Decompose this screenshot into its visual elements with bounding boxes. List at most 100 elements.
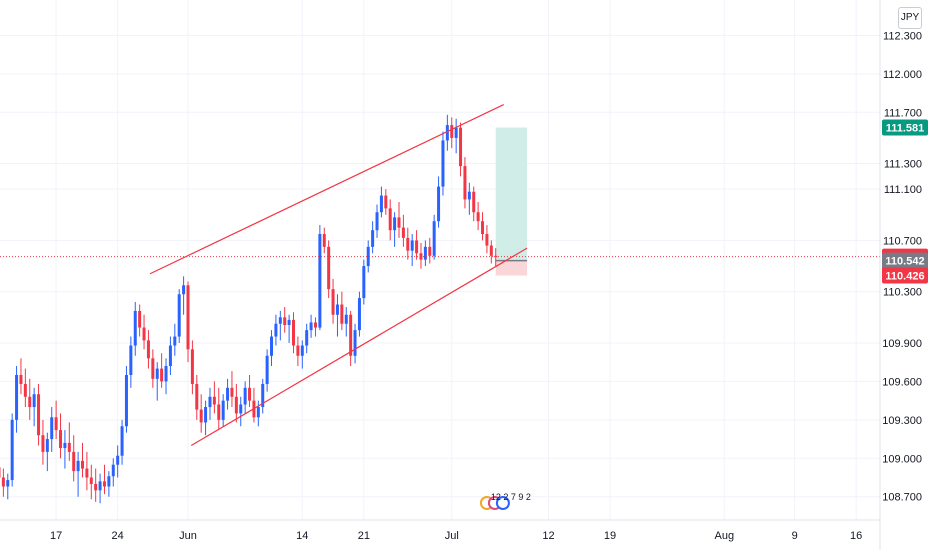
- price-badge-value: 110.542: [885, 256, 924, 268]
- candle: [81, 442, 84, 478]
- candle: [151, 349, 155, 388]
- candle: [1, 468, 5, 497]
- candle: [54, 400, 58, 440]
- time-tick-label: 12: [542, 530, 554, 542]
- candle: [441, 131, 445, 196]
- candle: [160, 353, 164, 388]
- candle: [217, 387, 221, 431]
- candle: [45, 432, 49, 472]
- candle: [190, 340, 194, 395]
- candle: [67, 422, 71, 461]
- candle: [146, 330, 150, 369]
- candle: [349, 310, 353, 367]
- price-tick-label: 109.300: [882, 415, 922, 427]
- candle: [212, 381, 216, 414]
- candle: [85, 451, 89, 491]
- candle: [278, 310, 282, 341]
- price-tick-label: 112.300: [883, 30, 922, 42]
- channel-upper-line[interactable]: [149, 104, 504, 275]
- candle: [133, 301, 137, 356]
- candle: [327, 240, 331, 299]
- candle: [76, 451, 80, 497]
- price-tick-label: 111.100: [884, 184, 922, 196]
- economic-events-markers[interactable]: 12 2 7 9 2: [479, 492, 531, 510]
- candle: [357, 291, 361, 337]
- candle: [428, 237, 432, 264]
- candle: [463, 157, 467, 209]
- candle: [248, 374, 252, 408]
- candle: [300, 340, 304, 369]
- candle: [305, 323, 309, 354]
- price-tick-label: 111.700: [884, 107, 922, 119]
- candle: [292, 312, 295, 354]
- price-tick-label: 109.900: [882, 338, 922, 350]
- currency-unit-button[interactable]: JPY: [898, 7, 922, 29]
- candle: [89, 464, 93, 500]
- event-flag-icon[interactable]: [495, 496, 510, 510]
- candle: [252, 387, 256, 423]
- candle: [397, 201, 401, 238]
- candle: [274, 314, 278, 346]
- long-position-tool[interactable]: [495, 127, 528, 276]
- price-badge: 110.426: [882, 267, 928, 284]
- candle: [234, 383, 238, 423]
- candle: [459, 122, 463, 177]
- candle: [124, 366, 128, 433]
- price-tick-label: 109.600: [882, 376, 922, 388]
- candle: [265, 349, 269, 392]
- grid: [0, 0, 880, 520]
- price-badge: 111.581: [882, 119, 928, 136]
- candle: [415, 230, 419, 260]
- price-tick-label: 110.700: [883, 235, 922, 247]
- candle: [344, 307, 348, 337]
- candle: [375, 204, 379, 238]
- price-badge: 110.542: [882, 252, 928, 269]
- candle: [221, 394, 225, 427]
- candle: [393, 212, 397, 247]
- candle: [261, 378, 265, 414]
- candle: [270, 330, 274, 367]
- candle: [186, 281, 190, 363]
- candle: [432, 214, 436, 260]
- time-tick-label: Aug: [715, 530, 735, 542]
- time-tick-label: 9: [792, 530, 798, 542]
- candle: [362, 259, 366, 305]
- candle: [406, 227, 410, 260]
- candle: [384, 189, 388, 215]
- candle: [226, 378, 230, 410]
- price-tick-label: 111.300: [884, 159, 922, 171]
- candle: [485, 225, 489, 254]
- candle: [138, 304, 142, 337]
- price-tick-label: 108.700: [882, 492, 922, 504]
- candle: [94, 468, 98, 502]
- candle: [476, 201, 480, 231]
- price-channel[interactable]: [149, 104, 528, 447]
- candle: [50, 407, 54, 452]
- position-target-zone[interactable]: [495, 127, 528, 261]
- candle: [177, 289, 181, 343]
- candle: [283, 307, 287, 333]
- candle: [204, 400, 208, 436]
- time-tick-label: Jul: [445, 530, 459, 542]
- candle: [331, 278, 335, 324]
- candle: [199, 394, 203, 433]
- candle: [419, 242, 423, 269]
- channel-lower-line[interactable]: [190, 247, 528, 447]
- candle: [155, 362, 159, 401]
- candle: [168, 336, 172, 375]
- position-stop-zone[interactable]: [495, 260, 528, 276]
- candle: [37, 383, 41, 446]
- candle: [340, 291, 344, 331]
- candle: [98, 473, 102, 504]
- price-tick-label: 112.000: [883, 69, 922, 81]
- price-badge-value: 111.581: [886, 123, 925, 135]
- price-badge-value: 110.426: [885, 271, 924, 283]
- candle: [437, 176, 441, 228]
- candle: [19, 358, 23, 395]
- candle: [309, 314, 313, 338]
- candle: [15, 366, 19, 433]
- candle: [63, 430, 67, 469]
- candle-series: [0, 114, 498, 504]
